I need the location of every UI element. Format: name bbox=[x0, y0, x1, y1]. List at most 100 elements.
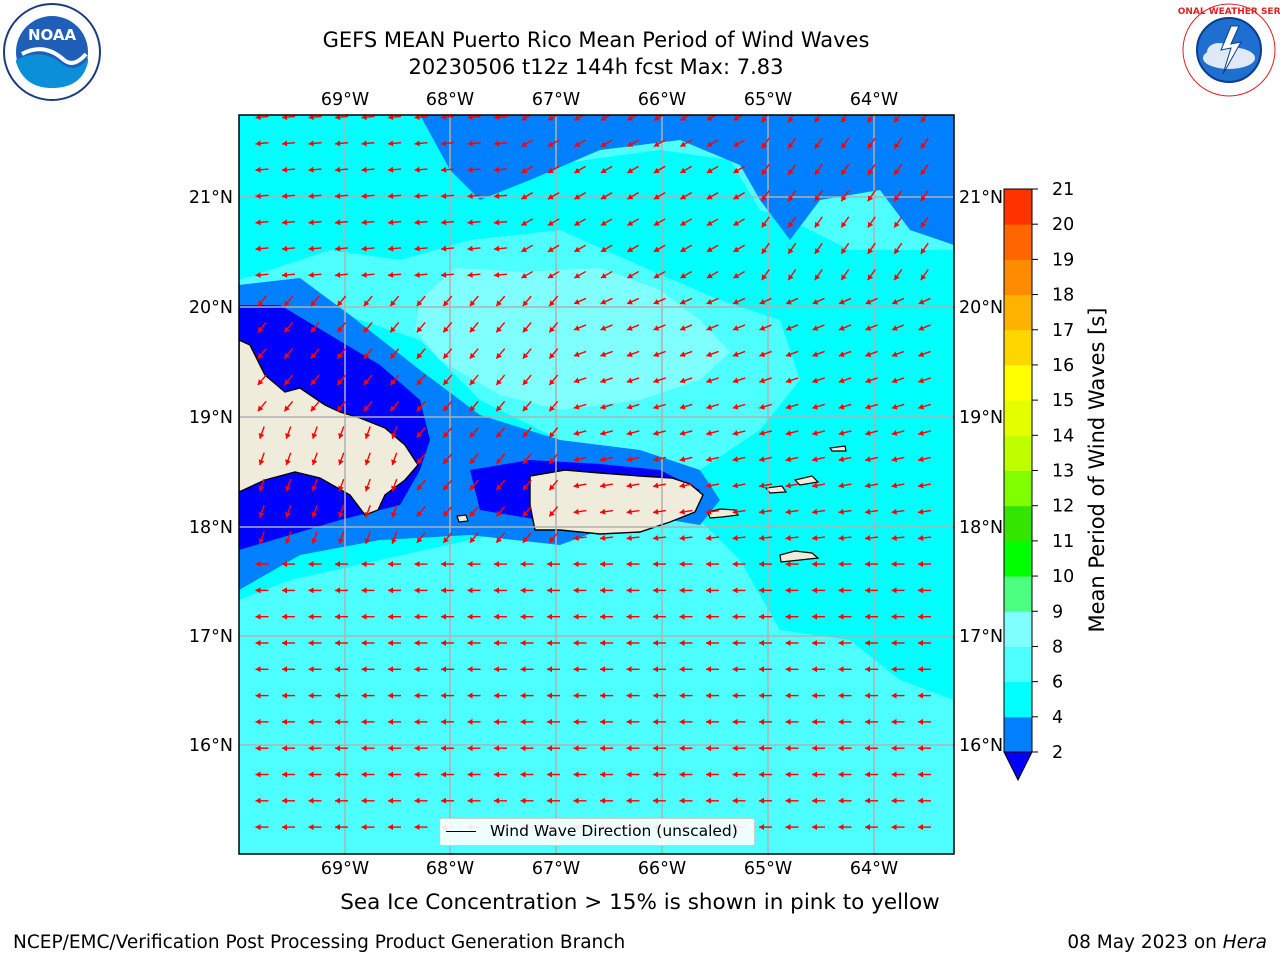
wind-wave-arrow bbox=[838, 666, 852, 673]
wind-wave-arrow bbox=[759, 640, 772, 646]
wind-wave-arrow bbox=[759, 692, 772, 699]
wind-wave-arrow bbox=[467, 692, 481, 699]
colorbar-tick-label: 13 bbox=[1052, 462, 1074, 482]
wind-wave-arrow bbox=[652, 508, 667, 515]
wind-wave-arrow bbox=[891, 561, 905, 568]
wind-wave-arrow bbox=[361, 692, 375, 699]
wind-wave-arrow bbox=[414, 140, 428, 147]
wind-wave-arrow bbox=[521, 192, 533, 200]
wind-wave-arrow bbox=[311, 478, 318, 492]
wind-wave-arrow bbox=[653, 666, 666, 673]
wind-wave-arrow bbox=[759, 456, 772, 463]
wind-wave-arrow bbox=[391, 531, 398, 545]
wind-wave-arrow bbox=[759, 377, 772, 384]
wind-wave-arrow bbox=[389, 400, 400, 412]
wind-wave-arrow bbox=[469, 321, 479, 333]
wind-wave-arrow bbox=[255, 640, 269, 646]
wind-wave-arrow bbox=[574, 115, 585, 121]
wind-wave-arrow bbox=[787, 137, 797, 150]
wind-wave-arrow bbox=[626, 430, 640, 436]
wind-wave-arrow bbox=[467, 140, 481, 147]
wind-wave-arrow bbox=[467, 587, 481, 594]
lon-label-top: 64°W bbox=[850, 90, 898, 110]
wind-wave-arrow bbox=[414, 797, 428, 804]
wind-wave-arrow bbox=[891, 508, 905, 515]
wind-wave-arrow bbox=[653, 377, 666, 384]
colorbar-segment bbox=[1004, 329, 1032, 366]
wind-wave-arrow bbox=[627, 139, 639, 148]
wind-wave-arrow bbox=[547, 192, 560, 200]
wind-wave-arrow bbox=[785, 482, 799, 489]
wind-wave-arrow bbox=[759, 403, 772, 410]
wind-wave-arrow bbox=[361, 613, 375, 620]
wind-wave-arrow bbox=[255, 219, 269, 226]
wind-wave-arrow bbox=[865, 613, 878, 620]
wind-wave-arrow bbox=[335, 797, 348, 804]
wind-wave-arrow bbox=[838, 350, 852, 358]
wind-wave-arrow bbox=[388, 561, 401, 568]
wind-wave-arrow bbox=[520, 640, 534, 646]
lat-label-left: 17°N bbox=[189, 627, 233, 647]
wind-wave-arrow bbox=[838, 456, 852, 463]
wind-wave-arrow bbox=[494, 561, 507, 568]
wind-wave-arrow bbox=[732, 297, 746, 305]
wind-wave-arrow bbox=[363, 348, 373, 360]
wind-wave-arrow bbox=[520, 771, 534, 778]
wind-wave-arrow bbox=[840, 163, 850, 176]
wind-wave-arrow bbox=[442, 427, 453, 439]
wind-wave-arrow bbox=[391, 478, 398, 492]
wind-wave-arrow bbox=[285, 478, 292, 492]
wind-wave-arrow bbox=[838, 640, 852, 646]
wind-wave-arrow bbox=[679, 297, 693, 305]
wind-wave-arrow bbox=[706, 324, 719, 331]
caption: Sea Ice Concentration > 15% is shown in … bbox=[340, 890, 940, 915]
wind-wave-arrow bbox=[706, 718, 719, 725]
wind-wave-arrow bbox=[600, 587, 613, 594]
wind-wave-arrow bbox=[785, 718, 799, 725]
wind-wave-arrow bbox=[467, 245, 481, 252]
wind-wave-arrow bbox=[495, 532, 506, 544]
wind-wave-arrow bbox=[416, 374, 426, 386]
wind-wave-arrow bbox=[311, 426, 318, 439]
wind-wave-arrow bbox=[416, 348, 426, 360]
wind-wave-arrow bbox=[255, 771, 269, 778]
wind-wave-arrow bbox=[442, 479, 453, 491]
wind-wave-arrow bbox=[308, 115, 322, 121]
wind-wave-arrow bbox=[600, 324, 613, 331]
colorbar-segment bbox=[1004, 505, 1032, 542]
wind-wave-arrow bbox=[600, 718, 613, 725]
wind-wave-arrow bbox=[308, 271, 322, 278]
lon-label-top: 66°W bbox=[638, 90, 686, 110]
st-croix-island bbox=[779, 550, 820, 563]
wind-wave-arrow bbox=[732, 456, 746, 463]
wind-wave-arrow bbox=[759, 613, 772, 620]
wind-wave-arrow bbox=[918, 797, 931, 804]
wind-wave-arrow bbox=[573, 561, 587, 568]
wind-wave-arrow bbox=[547, 270, 560, 279]
wind-wave-arrow bbox=[814, 137, 823, 150]
wind-wave-arrow bbox=[891, 430, 905, 436]
wind-wave-arrow bbox=[785, 324, 799, 331]
wind-wave-arrow bbox=[308, 193, 322, 200]
wind-wave-arrow bbox=[865, 350, 878, 358]
colorbar-segment bbox=[1004, 470, 1032, 507]
wind-wave-arrow bbox=[840, 242, 850, 255]
wind-wave-arrow bbox=[679, 561, 693, 568]
wind-wave-arrow bbox=[600, 115, 612, 121]
wind-wave-arrow bbox=[494, 771, 507, 778]
wind-wave-arrow bbox=[838, 692, 852, 699]
wind-wave-arrow bbox=[706, 430, 719, 436]
wind-wave-arrow bbox=[838, 587, 852, 594]
colorbar-segment bbox=[1004, 224, 1032, 260]
wind-wave-arrow bbox=[864, 482, 879, 489]
wind-wave-arrow bbox=[626, 718, 640, 725]
legend-label: Wind Wave Direction (unscaled) bbox=[490, 822, 738, 840]
wind-wave-arrow bbox=[308, 640, 322, 646]
wind-wave-arrow bbox=[547, 561, 560, 568]
wind-wave-arrow bbox=[338, 426, 345, 439]
wind-wave-arrow bbox=[283, 374, 294, 386]
wind-wave-arrow bbox=[626, 482, 640, 489]
wind-wave-arrow bbox=[840, 137, 850, 150]
wind-wave-arrow bbox=[336, 295, 347, 307]
wind-wave-arrow bbox=[920, 216, 929, 228]
